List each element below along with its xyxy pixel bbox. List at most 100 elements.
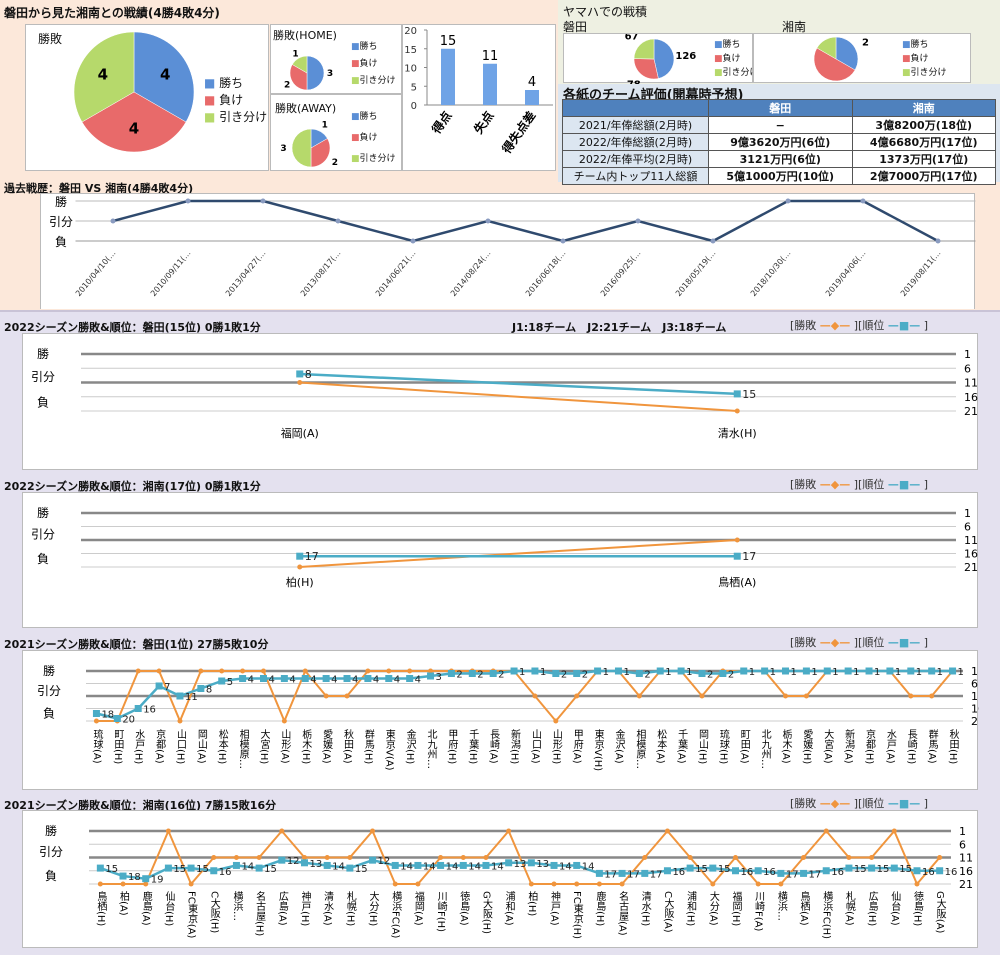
y-tick-label: 20 <box>404 26 417 37</box>
rank-point <box>573 861 581 869</box>
result-level-label: 負 <box>45 869 57 883</box>
result-level-label: 引分 <box>37 684 61 698</box>
result-point <box>188 881 194 887</box>
result-point <box>485 218 491 224</box>
yamaha-title: ヤマハでの戦積 <box>563 5 648 19</box>
table-corner <box>562 99 709 117</box>
rank-data-label: 4 <box>268 675 274 686</box>
x-tick-label: 鹿島(H) <box>594 890 606 927</box>
legend-draw: 引き分け <box>359 76 396 86</box>
rank-data-label: 5 <box>227 677 233 688</box>
iwata-2021-chart: 16111621勝引分負1820167118544444444432221122… <box>22 650 985 790</box>
shonan-cell: 3億8200万(18位) <box>851 116 996 134</box>
rank-point <box>913 867 921 875</box>
rank-data-label: 16 <box>922 867 935 878</box>
result-line <box>100 828 941 886</box>
legend-win: 勝ち <box>219 76 244 90</box>
rank-line-swatch: —■— <box>887 319 921 332</box>
x-tick-label: 鹿島(A) <box>140 890 152 926</box>
result-point <box>410 238 416 244</box>
shonan-2022-title: 2022シーズン勝敗&順位：湘南(17位) 0勝1敗1分 <box>4 480 261 493</box>
result-point <box>636 693 642 699</box>
rank-data-label: 1 <box>832 667 838 678</box>
x-tick-label: 水戸(H) <box>133 729 145 765</box>
legend-loss: 負け <box>359 59 378 69</box>
rank-data-label: 15 <box>173 864 186 875</box>
rank-tick-label: 21 <box>971 715 979 728</box>
rank-point <box>719 670 727 677</box>
result-level-label: 引分 <box>31 528 55 542</box>
x-tick-label: 秋田(H) <box>947 728 959 765</box>
rank-data-label: 14 <box>423 861 436 872</box>
x-tick-label: 広島(H) <box>866 890 878 927</box>
result-point <box>256 855 262 860</box>
rank-data-label: 16 <box>741 867 754 878</box>
x-tick-label: 栃木(A) <box>780 728 792 764</box>
head-to-head-title: 磐田から見た湘南との戦績(4勝4敗4分) <box>4 6 220 20</box>
rank-data-label: 16 <box>672 867 685 878</box>
x-tick-label: 鳥栖(H) <box>95 890 107 927</box>
x-tick-label: 清水(H) <box>718 427 757 440</box>
result-point <box>219 668 225 674</box>
x-tick-label: 清水(H) <box>639 890 651 927</box>
result-point <box>177 718 183 724</box>
rank-line <box>299 372 738 396</box>
x-tick-label: 神戸(H) <box>299 890 311 927</box>
result-point <box>110 218 116 224</box>
overall-pie-chart: 勝敗 4 4 4 ■ 勝ち ■ 負け ■ 引き分け <box>25 24 269 171</box>
rank-point <box>459 861 467 869</box>
rank-point <box>550 861 558 869</box>
rank-point <box>641 869 649 877</box>
pie-slice-draw <box>291 55 308 74</box>
legend-close: ] <box>923 478 929 491</box>
rank-data-label: 14 <box>241 861 254 872</box>
x-tick-label: 相模原… <box>634 728 646 769</box>
overall-legend: ■ 勝ち ■ 負け ■ 引き分け <box>204 75 267 126</box>
rank-point <box>844 667 852 675</box>
x-tick-label: 山形(H) <box>550 729 562 765</box>
result-point <box>324 855 330 860</box>
rank-point <box>890 864 898 872</box>
rank-data-label: 13 <box>536 859 549 870</box>
rank-point <box>447 670 455 677</box>
rank-point <box>754 867 762 875</box>
pie-label-loss: 2 <box>284 81 290 91</box>
pie-slice-draw <box>816 36 837 60</box>
x-tick-label: 京都(H) <box>864 728 876 765</box>
result-point <box>553 718 559 724</box>
pie-label-win: 3 <box>327 69 333 79</box>
bar <box>525 90 539 105</box>
result-line-swatch: —◆— <box>819 319 851 332</box>
yamaha-iwata-chart: 126 78 67 ■勝ち ■負け ■引き分け <box>563 33 759 84</box>
goals-bars: 0 5 10 15 20 15 得点 11 失点 4 得失点差 <box>404 26 553 157</box>
rank-tick-label: 21 <box>959 878 973 891</box>
x-tick-label: 名古屋(A) <box>617 890 629 936</box>
rank-data-label: 7 <box>164 682 170 693</box>
rank-tick-label: 11 <box>971 690 979 703</box>
rank-tick-label: 6 <box>964 521 971 534</box>
rank-point <box>278 856 286 864</box>
result-point <box>574 881 580 887</box>
chart-legend: [勝敗 —◆— ][順位 —■— ] <box>790 317 928 333</box>
rank-point <box>635 670 643 677</box>
result-line <box>299 539 738 568</box>
rank-data-label: 2 <box>728 670 734 681</box>
x-tick-label: 大宮(A) <box>822 728 834 764</box>
x-tick-label: 群馬(H) <box>362 728 374 765</box>
x-tick-label: 大分(H) <box>367 890 379 927</box>
iwata-2022-title: 2022シーズン勝敗&順位：磐田(15位) 0勝1敗1分 <box>4 321 261 334</box>
bar-value-label: 15 <box>440 34 457 49</box>
x-tick-label: 2018/05/19(… <box>674 249 718 299</box>
legend-draw-swatch: ■ <box>204 110 216 124</box>
rank-data-label: 19 <box>151 875 164 886</box>
iwata-2022-chart: 1 6 11 16 21 勝引分負 8 15 福岡(A) 清水(H) <box>22 333 978 470</box>
pie-label-loss: 78 <box>627 79 641 84</box>
rank-data-label: 14 <box>332 861 345 872</box>
pie-label-draw: 1 <box>815 34 822 36</box>
iwata-cell: 9億3620万円(6位) <box>708 133 853 151</box>
result-level-label: 引分 <box>31 370 55 384</box>
result-point <box>97 881 103 887</box>
x-tick-label: 2013/04/27(… <box>224 249 268 299</box>
rank-data-label: 17 <box>742 550 756 563</box>
pie-label-draw: 4 <box>98 65 108 83</box>
